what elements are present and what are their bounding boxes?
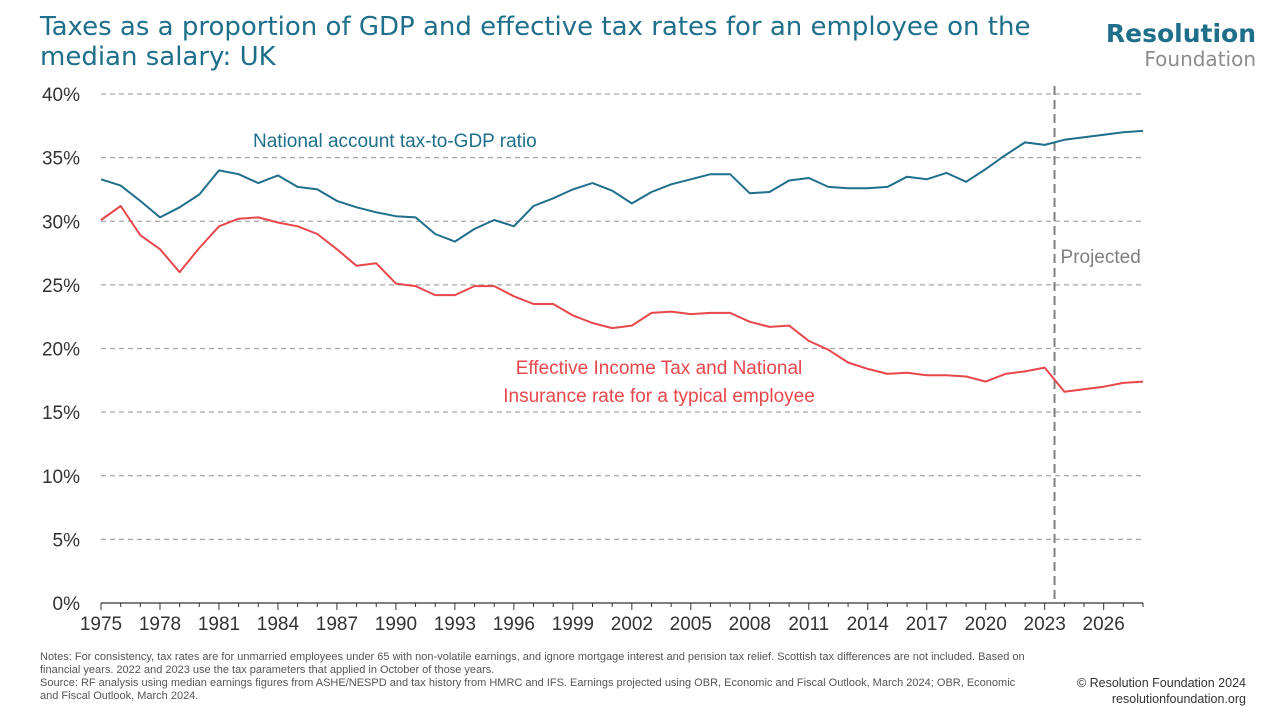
projection-label: Projected <box>1061 247 1141 268</box>
website-link[interactable]: resolutionfoundation.org <box>1111 692 1246 706</box>
y-tick-label: 10% <box>42 467 80 488</box>
resolution-foundation-logo: Resolution Foundation <box>1105 19 1256 71</box>
y-tick-label: 15% <box>42 403 80 424</box>
series-line-2 <box>100 205 1144 393</box>
logo-line-2: Foundation <box>1144 47 1256 71</box>
x-tick-label: 2011 <box>788 614 829 635</box>
x-tick-label: 1984 <box>257 614 300 635</box>
source-text: Source: RF analysis using median earning… <box>40 677 1016 702</box>
x-tick-label: 2005 <box>670 614 712 635</box>
x-tick-label: 2008 <box>729 614 771 635</box>
x-tick-label: 1993 <box>434 614 476 635</box>
series-line-1 <box>100 129 1144 243</box>
credit: © Resolution Foundation 2024 resolutionf… <box>1077 675 1246 707</box>
x-tick-label: 1990 <box>375 614 417 635</box>
y-tick-label: 35% <box>42 149 80 170</box>
axes <box>100 602 1144 610</box>
y-tick-label: 25% <box>42 276 80 297</box>
x-tick-label: 2002 <box>611 614 653 635</box>
x-tick-label: 1975 <box>80 614 122 635</box>
series-annotations: National account tax-to-GDP ratio Effecti… <box>253 131 815 407</box>
x-tick-label: 1987 <box>316 614 358 635</box>
x-tick-label: 2017 <box>906 614 948 635</box>
notes-text: Notes: For consistency, tax rates are fo… <box>40 651 1025 676</box>
x-tick-label: 1978 <box>139 614 181 635</box>
logo-line-1: Resolution <box>1105 19 1256 48</box>
y-tick-label: 5% <box>53 530 81 551</box>
series-lines <box>100 129 1144 393</box>
chart-notes: Notes: For consistency, tax rates are fo… <box>40 651 1030 703</box>
y-tick-label: 20% <box>42 340 80 361</box>
x-tick-label: 2026 <box>1083 614 1125 635</box>
series-annotation: National account tax-to-GDP ratio <box>253 131 537 152</box>
series-annotation: Effective Income Tax and National <box>516 358 803 379</box>
y-tick-label: 30% <box>42 212 80 233</box>
y-tick-label: 40% <box>42 85 80 106</box>
x-tick-label: 2020 <box>965 614 1007 635</box>
x-tick-label: 2014 <box>847 614 890 635</box>
series-annotation: Insurance rate for a typical employee <box>503 386 815 407</box>
x-tick-label: 1996 <box>493 614 535 635</box>
y-tick-labels: 0% 5% 10% 15% 20% 25% 30% 35% 40% <box>42 85 80 615</box>
copyright-text: © Resolution Foundation 2024 <box>1076 676 1246 690</box>
projection-marker: Projected <box>1053 86 1141 603</box>
x-tick-labels: 1975 1978 1981 1984 1987 1990 1993 1996 1999 2002… <box>80 614 1125 635</box>
y-tick-label: 0% <box>53 594 81 615</box>
x-tick-label: 1981 <box>198 614 240 635</box>
x-tick-label: 2023 <box>1024 614 1066 635</box>
x-tick-label: 1999 <box>552 614 594 635</box>
grid-lines <box>101 93 1143 540</box>
chart-title: Taxes as a proportion of GDP and effecti… <box>40 12 1031 72</box>
line-chart: 0%5%10%15%20%25%30%35%40% 1975 1978 1981 19… <box>42 85 1144 635</box>
